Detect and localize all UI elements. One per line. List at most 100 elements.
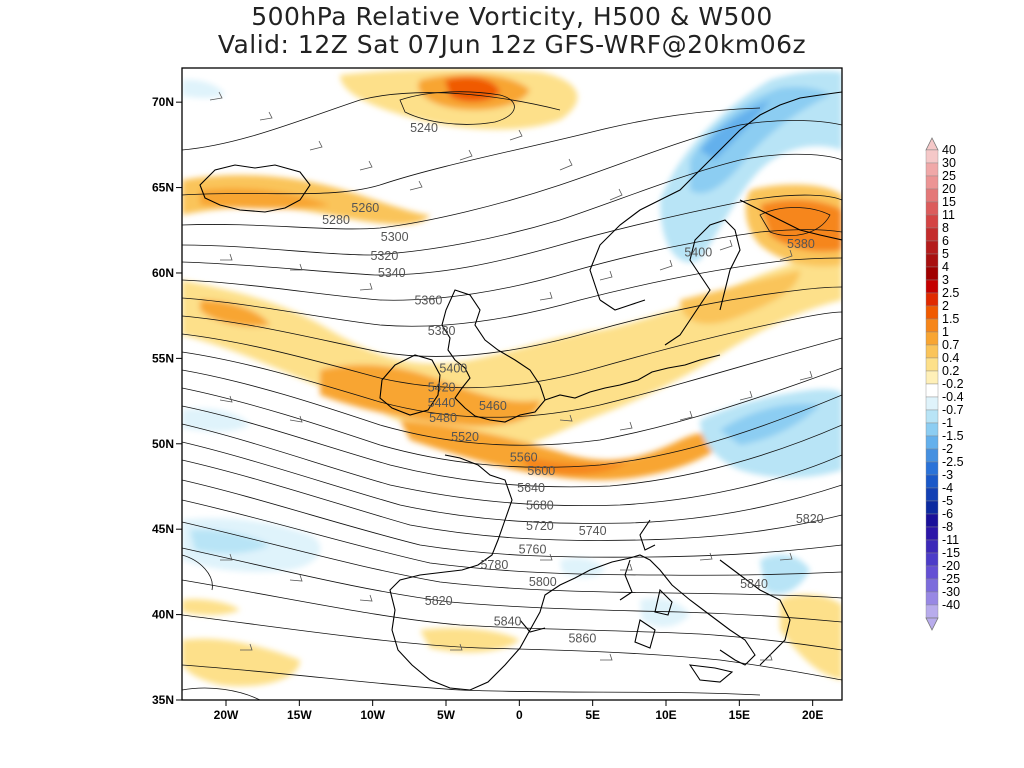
- colorbar-min-arrow: [925, 617, 939, 631]
- colorbar-label: -0.4: [942, 390, 964, 404]
- colorbar-label: 0.7: [942, 338, 959, 352]
- colorbar-swatch: [925, 331, 939, 346]
- colorbar-swatch: [925, 474, 939, 489]
- colorbar-swatch: [925, 461, 939, 476]
- colorbar-swatch: [925, 552, 939, 567]
- contour-label: 5240: [410, 121, 438, 135]
- contour-label: 5560: [510, 450, 538, 464]
- colorbar-label: -2: [942, 442, 953, 456]
- colorbar-swatch: [925, 526, 939, 541]
- colorbar-label: 15: [942, 195, 956, 209]
- contour-label: 5340: [378, 266, 406, 280]
- height-contours: [182, 91, 842, 700]
- colorbar-swatch: [925, 214, 939, 229]
- colorbar-label: 20: [942, 182, 956, 196]
- colorbar-label: 5: [942, 247, 949, 261]
- colorbar-swatch: [925, 357, 939, 372]
- contour-label: 5820: [425, 594, 453, 608]
- contour-label: 5460: [479, 399, 507, 413]
- contour-label: 5520: [451, 430, 479, 444]
- colorbar-label: -4: [942, 481, 953, 495]
- colorbar-label: -40: [942, 598, 960, 612]
- colorbar-label: 40: [942, 143, 956, 157]
- contour-label: 5400: [439, 362, 467, 376]
- colorbar-label: -0.2: [942, 377, 964, 391]
- contour-label: 5840: [494, 614, 522, 628]
- colorbar-swatch: [925, 162, 939, 177]
- lat-tick-label: 60N: [152, 266, 174, 280]
- lat-tick-label: 50N: [152, 437, 174, 451]
- contour-label: 5680: [526, 498, 554, 512]
- colorbar-swatch: [925, 409, 939, 424]
- lon-tick-label: 15W: [287, 708, 312, 722]
- colorbar-swatch: [925, 539, 939, 554]
- contour-label: 5640: [517, 481, 545, 495]
- colorbar-label: -11: [942, 533, 959, 547]
- colorbar-label: 0.2: [942, 364, 959, 378]
- contour-label: 5440: [428, 396, 456, 410]
- contour-label: 5740: [579, 524, 607, 538]
- colorbar-swatch: [925, 422, 939, 437]
- colorbar-swatch: [925, 149, 939, 164]
- lon-tick-label: 20E: [802, 708, 823, 722]
- colorbar-label: 3: [942, 273, 949, 287]
- colorbar-max-arrow: [925, 137, 939, 151]
- colorbar-label: -5: [942, 494, 953, 508]
- colorbar-swatch: [925, 487, 939, 502]
- colorbar-swatch: [925, 266, 939, 281]
- contour-label: 5420: [428, 380, 456, 394]
- colorbar-swatch: [925, 279, 939, 294]
- contour-label: 5800: [529, 575, 557, 589]
- colorbar-label: 4: [942, 260, 949, 274]
- colorbar-swatch: [925, 448, 939, 463]
- lon-tick-label: 20W: [214, 708, 239, 722]
- colorbar-label: -8: [942, 520, 953, 534]
- colorbar-label: -2.5: [942, 455, 964, 469]
- colorbar-swatch: [925, 318, 939, 333]
- contour-label: 5600: [527, 464, 555, 478]
- colorbar-swatch: [925, 435, 939, 450]
- colorbar-swatch: [925, 344, 939, 359]
- colorbar-label: 1.5: [942, 312, 959, 326]
- contour-label: 5480: [429, 411, 457, 425]
- colorbar-label: -30: [942, 585, 960, 599]
- colorbar-swatch: [925, 175, 939, 190]
- contour-label: 5820: [796, 512, 824, 526]
- colorbar-label: 6: [942, 234, 949, 248]
- lon-tick-label: 15E: [729, 708, 750, 722]
- colorbar-swatch: [925, 604, 939, 619]
- colorbar-swatch: [925, 201, 939, 216]
- colorbar-swatch: [925, 292, 939, 307]
- colorbar-swatch: [925, 591, 939, 606]
- contour-label: 5360: [414, 293, 442, 307]
- contour-label: 5320: [370, 249, 398, 263]
- colorbar-label: -15: [942, 546, 960, 560]
- colorbar-label: -0.7: [942, 403, 964, 417]
- colorbar-label: -1: [942, 416, 953, 430]
- colorbar-label: 2: [942, 299, 949, 313]
- lat-tick-label: 45N: [152, 522, 174, 536]
- lat-tick-label: 55N: [152, 351, 174, 365]
- lon-tick-label: 0: [516, 708, 523, 722]
- colorbar-label: 1: [942, 325, 949, 339]
- map-axes: 70N 65N 60N 55N 50N 45N 40N 35N 20W 15W 10W 5W 0 5E 10…: [152, 95, 823, 722]
- colorbar-swatch: [925, 513, 939, 528]
- colorbar-label: -25: [942, 572, 960, 586]
- colorbar-swatch: [925, 227, 939, 242]
- lat-tick-label: 70N: [152, 95, 174, 109]
- contour-label: 5300: [381, 230, 409, 244]
- lon-tick-label: 5W: [437, 708, 456, 722]
- contour-label: 5760: [519, 543, 547, 557]
- colorbar-label: 25: [942, 169, 956, 183]
- contour-label: 5280: [322, 213, 350, 227]
- colorbar-swatch: [925, 188, 939, 203]
- colorbar-label: -20: [942, 559, 960, 573]
- colorbar-swatch: [925, 396, 939, 411]
- contour-label: 5260: [351, 201, 379, 215]
- contour-label: 5380: [428, 324, 456, 338]
- colorbar-label: -6: [942, 507, 953, 521]
- colorbar-swatch: [925, 305, 939, 320]
- colorbar-label: 0.4: [942, 351, 959, 365]
